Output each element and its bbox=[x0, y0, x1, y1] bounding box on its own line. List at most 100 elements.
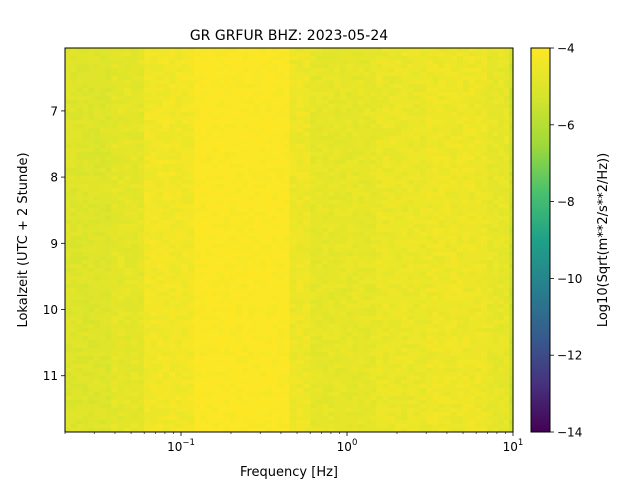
heatmap-cell bbox=[450, 352, 458, 357]
heatmap-cell bbox=[241, 260, 249, 265]
heatmap-cell bbox=[364, 276, 371, 281]
heatmap-cell bbox=[169, 240, 176, 245]
heatmap-cell bbox=[438, 104, 445, 109]
heatmap-cell bbox=[235, 288, 243, 293]
heatmap-cell bbox=[162, 104, 170, 109]
heatmap-cell bbox=[131, 52, 139, 57]
heatmap-cell bbox=[88, 328, 95, 333]
heatmap-cell bbox=[289, 392, 297, 397]
heatmap-cell bbox=[105, 208, 112, 213]
heatmap-cell bbox=[82, 396, 89, 401]
heatmap-cell bbox=[289, 152, 297, 157]
heatmap-cell bbox=[181, 140, 189, 145]
heatmap-cell bbox=[99, 268, 106, 273]
heatmap-cell bbox=[370, 288, 377, 293]
heatmap-cell bbox=[370, 264, 377, 269]
heatmap-cell bbox=[382, 60, 390, 65]
heatmap-cell bbox=[382, 156, 390, 161]
heatmap-cell bbox=[492, 164, 499, 169]
heatmap-cell bbox=[296, 140, 304, 145]
heatmap-cell bbox=[200, 324, 207, 329]
heatmap-cell bbox=[117, 400, 125, 405]
heatmap-cell bbox=[303, 252, 311, 257]
heatmap-cell bbox=[358, 412, 365, 417]
heatmap-cell bbox=[498, 132, 505, 137]
heatmap-cell bbox=[223, 420, 231, 425]
heatmap-cell bbox=[265, 116, 272, 121]
heatmap-cell bbox=[200, 236, 207, 241]
heatmap-cell bbox=[310, 372, 317, 377]
heatmap-cell bbox=[105, 368, 112, 373]
heatmap-cell bbox=[475, 84, 482, 89]
heatmap-cell bbox=[468, 348, 476, 353]
heatmap-cell bbox=[450, 144, 458, 149]
heatmap-cell bbox=[481, 128, 488, 133]
heatmap-cell bbox=[382, 352, 390, 357]
heatmap-cell bbox=[364, 196, 371, 201]
heatmap-cell bbox=[407, 60, 415, 65]
heatmap-cell bbox=[289, 176, 297, 181]
heatmap-cell bbox=[111, 60, 119, 65]
heatmap-cell bbox=[328, 296, 335, 301]
heatmap-cell bbox=[352, 200, 359, 205]
heatmap-cell bbox=[65, 88, 72, 93]
heatmap-cell bbox=[88, 356, 95, 361]
heatmap-cell bbox=[509, 376, 513, 381]
y-axis-label: Lokalzeit (UTC + 2 Stunde) bbox=[16, 152, 31, 327]
heatmap-cell bbox=[200, 344, 207, 349]
heatmap-cell bbox=[175, 292, 183, 297]
heatmap-cell bbox=[426, 424, 433, 429]
heatmap-cell bbox=[156, 64, 164, 69]
heatmap-cell bbox=[426, 312, 433, 317]
heatmap-cell bbox=[407, 224, 415, 229]
heatmap-cell bbox=[144, 140, 151, 145]
heatmap-cell bbox=[358, 280, 365, 285]
heatmap-cell bbox=[438, 276, 445, 281]
heatmap-cell bbox=[212, 376, 219, 381]
heatmap-cell bbox=[223, 336, 231, 341]
heatmap-cell bbox=[144, 188, 151, 193]
heatmap-cell bbox=[82, 292, 89, 297]
heatmap-cell bbox=[382, 224, 390, 229]
heatmap-cell bbox=[303, 412, 311, 417]
heatmap-cell bbox=[462, 360, 470, 365]
heatmap-cell bbox=[364, 96, 371, 101]
heatmap-cell bbox=[426, 72, 433, 77]
heatmap-cell bbox=[105, 112, 112, 117]
heatmap-cell bbox=[82, 96, 89, 101]
heatmap-cell bbox=[316, 128, 323, 133]
heatmap-cell bbox=[296, 384, 304, 389]
heatmap-cell bbox=[388, 268, 396, 273]
heatmap-cell bbox=[487, 328, 494, 333]
heatmap-cell bbox=[334, 212, 341, 217]
heatmap-cell bbox=[438, 108, 445, 113]
heatmap-cell bbox=[481, 88, 488, 93]
heatmap-cell bbox=[364, 376, 371, 381]
heatmap-cell bbox=[206, 48, 213, 53]
chart-title: GR GRFUR BHZ: 2023-05-24 bbox=[190, 28, 388, 44]
heatmap-cell bbox=[334, 196, 341, 201]
heatmap-cell bbox=[76, 284, 83, 289]
heatmap-cell bbox=[265, 316, 272, 321]
heatmap-cell bbox=[175, 316, 183, 321]
heatmap-cell bbox=[432, 148, 439, 153]
heatmap-cell bbox=[259, 348, 267, 353]
heatmap-cell bbox=[492, 272, 499, 277]
heatmap-cell bbox=[303, 404, 311, 409]
heatmap-cell bbox=[376, 260, 383, 265]
heatmap-cell bbox=[169, 72, 176, 77]
heatmap-cell bbox=[124, 364, 132, 369]
heatmap-cell bbox=[247, 96, 255, 101]
heatmap-cell bbox=[432, 392, 439, 397]
heatmap-cell bbox=[468, 132, 476, 137]
heatmap-cell bbox=[124, 128, 132, 133]
heatmap-cell bbox=[340, 284, 347, 289]
heatmap-cell bbox=[370, 400, 377, 405]
heatmap-cell bbox=[382, 252, 390, 257]
heatmap-cell bbox=[144, 288, 151, 293]
heatmap-cell bbox=[407, 108, 415, 113]
heatmap-cell bbox=[475, 404, 482, 409]
heatmap-cell bbox=[450, 136, 458, 141]
heatmap-cell bbox=[346, 252, 353, 257]
heatmap-cell bbox=[346, 92, 353, 97]
